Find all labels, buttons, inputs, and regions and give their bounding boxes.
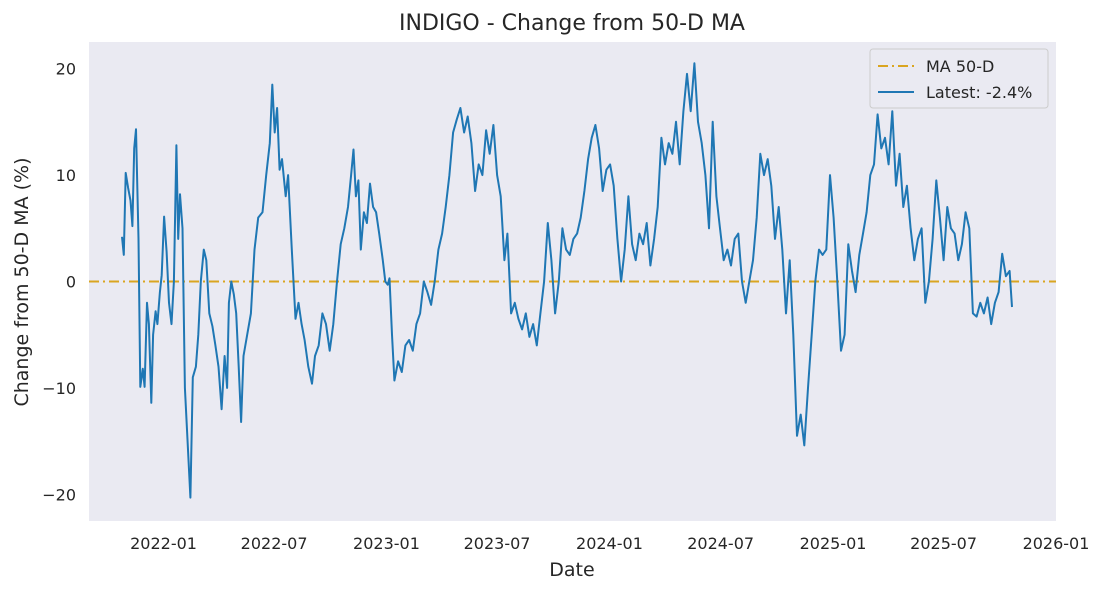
y-tick-label: 0 <box>66 273 76 292</box>
x-tick-label: 2023-01 <box>353 534 420 553</box>
x-axis-label: Date <box>549 559 594 581</box>
legend-label-ma-50d: MA 50-D <box>926 57 994 76</box>
legend-label-latest: Latest: -2.4% <box>926 83 1032 102</box>
y-tick-label: −20 <box>42 485 76 504</box>
x-tick-label: 2023-07 <box>464 534 531 553</box>
y-tick-label: −10 <box>42 379 76 398</box>
legend: MA 50-D Latest: -2.4% <box>869 48 1049 109</box>
chart-title: INDIGO - Change from 50-D MA <box>399 11 745 36</box>
x-tick-label: 2024-07 <box>687 534 754 553</box>
y-axis-label: Change from 50-D MA (%) <box>11 157 33 406</box>
y-axis-ticks: 20 10 0 −10 −20 <box>42 60 76 505</box>
x-tick-label: 2022-07 <box>241 534 308 553</box>
x-tick-label: 2026-01 <box>1023 534 1090 553</box>
series-line <box>121 62 1013 499</box>
x-tick-label: 2024-01 <box>576 534 643 553</box>
x-tick-label: 2025-01 <box>800 534 867 553</box>
y-tick-label: 10 <box>56 166 76 185</box>
x-tick-label: 2025-07 <box>910 534 977 553</box>
x-tick-label: 2022-01 <box>130 534 197 553</box>
y-tick-label: 20 <box>56 60 76 79</box>
x-axis-ticks: 2022-01 2022-07 2023-01 2023-07 2024-01 2024-… <box>130 534 1089 553</box>
legend-box <box>869 48 1049 109</box>
